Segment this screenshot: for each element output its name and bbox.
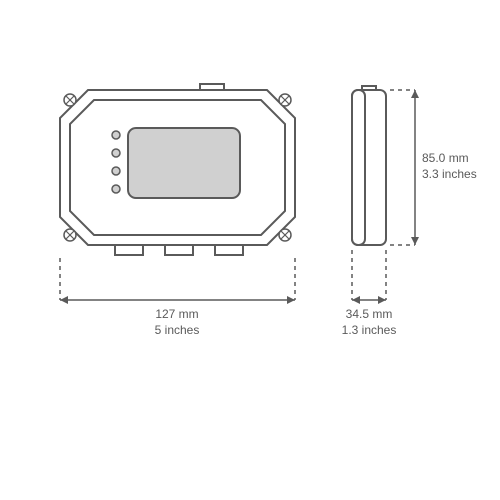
technical-drawing: 127 mm 5 inches 34.5 mm 1.3 inches 85.0 … [0, 0, 500, 500]
bottom-notch-1 [115, 245, 143, 255]
bottom-notch-2 [165, 245, 193, 255]
led-4-icon [112, 185, 120, 193]
depth-in-label: 1.3 inches [342, 323, 397, 337]
display-screen [128, 128, 240, 198]
width-mm-label: 127 mm [155, 307, 198, 321]
dimension-height: 85.0 mm 3.3 inches [390, 90, 477, 245]
side-lid [352, 90, 365, 245]
bottom-notch-3 [215, 245, 243, 255]
led-2-icon [112, 149, 120, 157]
top-notch [200, 84, 224, 90]
dimension-width: 127 mm 5 inches [60, 258, 295, 337]
mount-hole-br [279, 229, 291, 241]
mount-hole-bl [64, 229, 76, 241]
height-in-label: 3.3 inches [422, 167, 477, 181]
led-1-icon [112, 131, 120, 139]
led-3-icon [112, 167, 120, 175]
width-in-label: 5 inches [155, 323, 200, 337]
depth-mm-label: 34.5 mm [346, 307, 393, 321]
mount-hole-tr [279, 94, 291, 106]
height-mm-label: 85.0 mm [422, 151, 469, 165]
side-view [352, 86, 386, 245]
front-view [60, 84, 295, 255]
dimension-depth: 34.5 mm 1.3 inches [342, 250, 397, 337]
mount-hole-tl [64, 94, 76, 106]
